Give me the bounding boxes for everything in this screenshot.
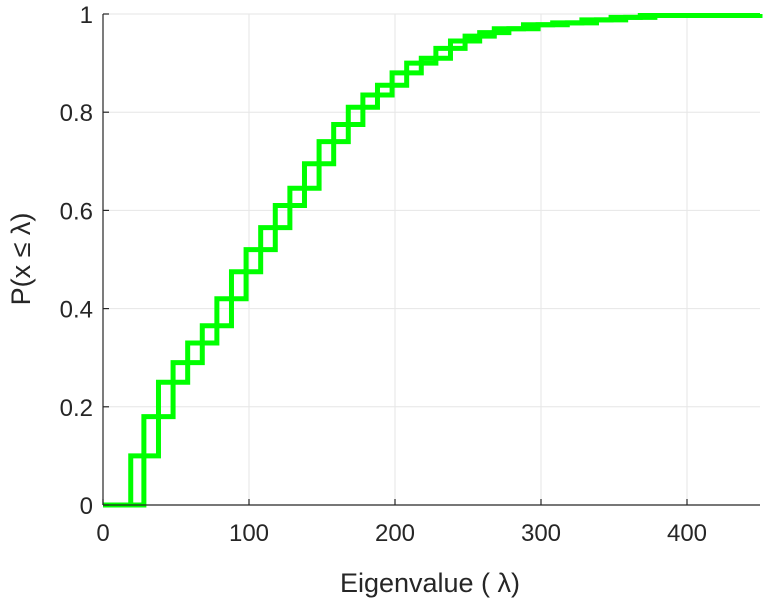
x-tick-label: 0 (96, 520, 109, 547)
y-tick-label: 0.4 (60, 297, 93, 324)
series-group (103, 12, 763, 508)
x-tick-label: 100 (229, 520, 269, 547)
y-axis-label: P(x ≤ λ) (6, 213, 36, 306)
y-tick-label: 1 (80, 2, 93, 29)
y-tick-label: 0.8 (60, 100, 93, 127)
y-tick-label: 0 (80, 493, 93, 520)
axes (102, 13, 760, 506)
y-tick-label: 0.6 (60, 198, 93, 225)
cdf-series-line-1 (103, 12, 763, 508)
grid-lines (102, 13, 760, 506)
tick-labels: 0 100 200 300 400 0 0.2 0.4 0.6 0.8 1 (60, 2, 707, 547)
y-tick-label: 0.2 (60, 395, 93, 422)
x-tick-label: 200 (375, 520, 415, 547)
cdf-series-line-2 (103, 12, 763, 508)
x-tick-label: 400 (667, 520, 707, 547)
x-tick-label: 300 (521, 520, 561, 547)
x-axis-label: Eigenvalue ( λ) (340, 568, 520, 598)
